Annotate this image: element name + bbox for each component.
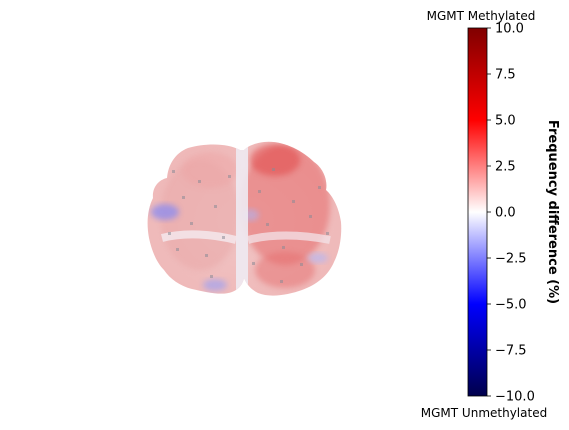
speckle-texture (168, 168, 329, 283)
colorbar-bottom-annotation: MGMT Unmethylated (421, 406, 547, 420)
colorbar-tick-label: −5.0 (495, 298, 527, 313)
colorbar-tick-label: 7.5 (495, 68, 516, 83)
colorbar: MGMT Methylated MGMT Unmethylated Freque… (421, 9, 560, 420)
right-posterior-region (255, 252, 315, 288)
colorbar-tick-label: 5.0 (495, 114, 516, 129)
left-frontal-region (182, 152, 238, 188)
midline-stripe (236, 141, 248, 296)
colorbar-tick-label: −10.0 (495, 390, 535, 405)
colorbar-tick-label: 0.0 (495, 206, 516, 221)
right-frontal-region (250, 144, 300, 176)
colorbar-gradient (467, 27, 488, 397)
colorbar-tick-label: 2.5 (495, 160, 516, 175)
colorbar-tick-label: 10.0 (495, 22, 524, 37)
right-pale-band (246, 231, 331, 244)
left-posterior-negative-region (203, 279, 227, 291)
brain-map-mask (147, 141, 342, 296)
left-pale-band (160, 230, 237, 244)
colorbar-tick-label: −2.5 (495, 252, 527, 267)
colorbar-ticks: 10.0 7.5 5.0 2.5 0.0 −2.5 −5.0 −7.5 −10.0 (487, 22, 535, 405)
brain-map (147, 141, 342, 296)
left-lateral-negative-region (151, 204, 179, 220)
colorbar-tick-label: −7.5 (495, 344, 527, 359)
colorbar-top-annotation: MGMT Methylated (427, 9, 536, 23)
left-hemisphere-region (160, 160, 240, 270)
right-lateral-negative-region (308, 253, 328, 263)
colorbar-label: Frequency difference (%) (545, 120, 560, 304)
